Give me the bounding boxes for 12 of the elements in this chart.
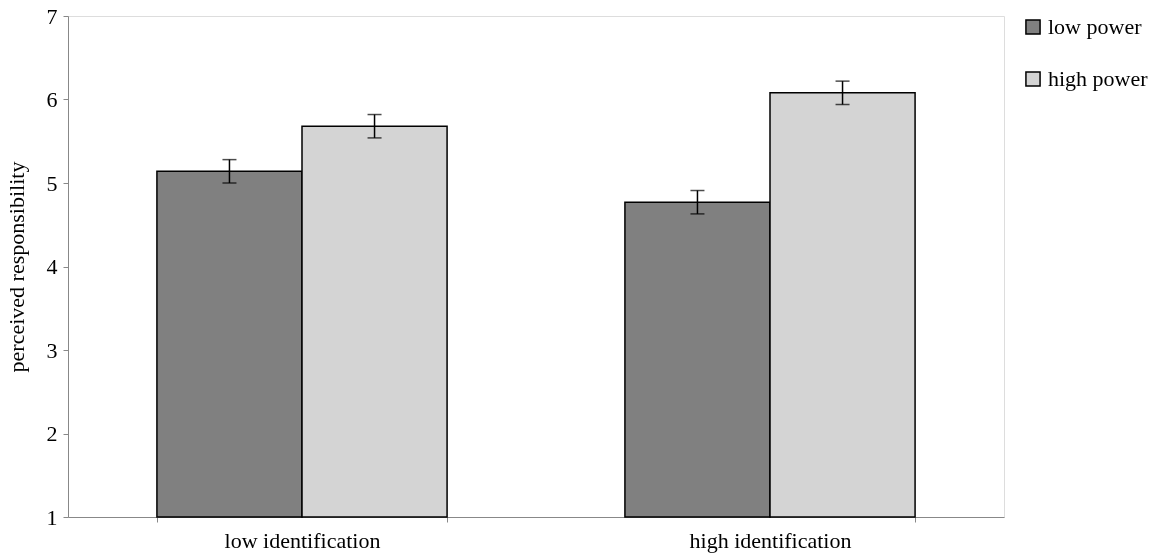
y-axis-title: perceived responsibility xyxy=(3,161,29,373)
legend-label: low power xyxy=(1048,14,1143,39)
x-tick-label: low identification xyxy=(224,527,381,553)
y-tick-label: 2 xyxy=(46,421,58,446)
y-tick-label: 3 xyxy=(46,337,58,363)
y-tick-label: 1 xyxy=(46,504,58,530)
legend-label: high power xyxy=(1048,66,1149,91)
y-tick-label: 5 xyxy=(46,170,58,196)
x-tick-label: high identification xyxy=(689,527,852,553)
y-tick-label: 4 xyxy=(46,254,58,279)
y-tick-label: 6 xyxy=(46,87,58,112)
y-tick-label: 7 xyxy=(46,3,58,29)
